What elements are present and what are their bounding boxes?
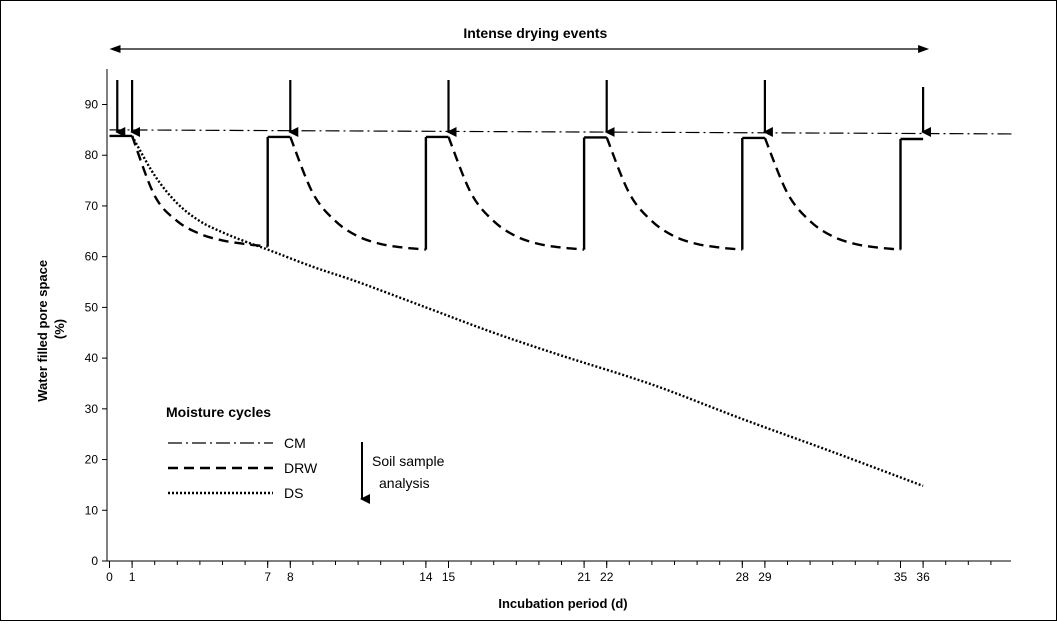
series-ds-line — [131, 135, 924, 488]
series-ds — [131, 135, 924, 488]
y-axis-label: Water filled pore space (%) — [35, 256, 67, 401]
drying-events-banner: Intense drying events — [109, 25, 930, 53]
y-axis-label-line2: (%) — [52, 319, 67, 339]
x-tick-label: 7 — [264, 570, 271, 584]
soil-sample-annotation: Soil sample analysis — [360, 442, 445, 504]
series-drw-drying-curve — [605, 137, 743, 251]
x-tick-label: 0 — [106, 570, 113, 584]
x-tick-label: 22 — [600, 570, 614, 584]
y-tick-label: 0 — [91, 554, 98, 568]
legend-label-cm: CM — [284, 435, 306, 451]
annotation-line1: Soil sample — [372, 453, 445, 469]
x-tick-label: 35 — [894, 570, 908, 584]
legend-label-ds: DS — [284, 485, 303, 501]
y-tick-label: 50 — [85, 300, 99, 314]
x-axis-label: Incubation period (d) — [498, 596, 627, 611]
x-tick-label: 29 — [758, 570, 772, 584]
x-tick-label: 1 — [129, 570, 136, 584]
y-tick-label: 40 — [85, 351, 99, 365]
series-drw-drying-curve — [763, 137, 901, 251]
y-tick-label: 10 — [85, 503, 99, 517]
series-drw-drying-curve — [447, 136, 585, 251]
y-tick-label: 60 — [85, 250, 99, 264]
y-tick-label: 30 — [85, 402, 99, 416]
banner-label: Intense drying events — [463, 25, 607, 41]
y-tick-label: 20 — [85, 453, 99, 467]
y-tick-label: 70 — [85, 199, 99, 213]
legend-entries: CM DRW DS — [168, 435, 318, 501]
sample-arrows — [115, 80, 932, 137]
series-drw-drying-curve — [130, 135, 268, 248]
x-tick-label: 28 — [736, 570, 750, 584]
legend-label-drw: DRW — [284, 460, 318, 476]
y-ticks: 0 10 20 30 40 50 60 70 80 90 — [85, 98, 107, 568]
x-tick-label: 14 — [419, 570, 433, 584]
x-tick-label: 15 — [442, 570, 456, 584]
x-ticks: 0 1 7 8 14 15 21 22 28 29 35 36 — [106, 561, 992, 584]
series-drw-drying-curve — [289, 136, 427, 251]
banner-left-arrowhead — [109, 45, 121, 53]
y-tick-label: 90 — [85, 98, 99, 112]
series-cm-line — [109, 129, 1014, 135]
legend: Moisture cycles CM DRW DS — [166, 404, 318, 501]
x-tick-label: 8 — [287, 570, 294, 584]
series-layer — [109, 129, 1014, 488]
y-tick-label: 80 — [85, 148, 99, 162]
y-axis-label-line1: Water filled pore space — [35, 260, 50, 402]
x-tick-label: 36 — [916, 570, 930, 584]
series-drw — [109, 134, 924, 251]
legend-title: Moisture cycles — [166, 404, 271, 420]
series-cm — [109, 129, 1014, 135]
banner-right-arrowhead — [918, 45, 930, 53]
annotation-line2: analysis — [379, 475, 430, 491]
axes — [106, 69, 1011, 562]
x-tick-label: 21 — [577, 570, 591, 584]
